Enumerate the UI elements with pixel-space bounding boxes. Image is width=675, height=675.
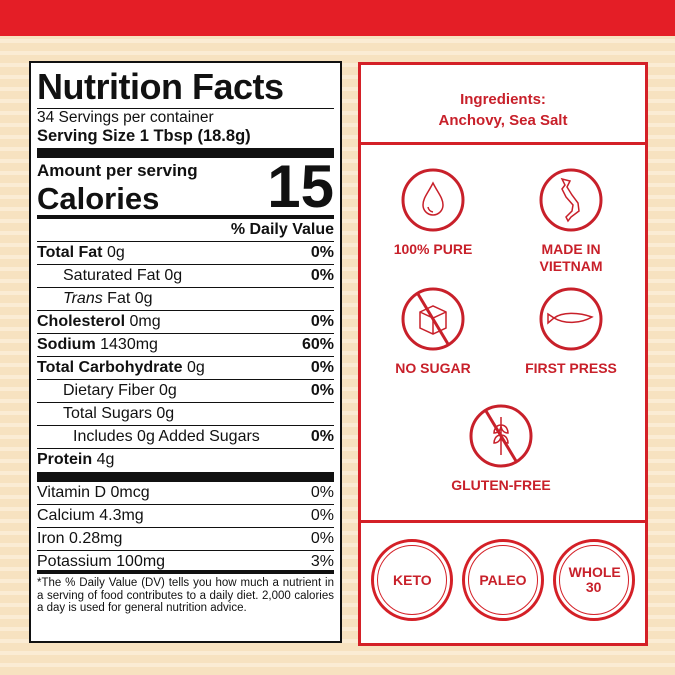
vietnam-map-icon <box>539 168 603 232</box>
serving-size: Serving Size 1 Tbsp (18.8g) <box>37 127 251 145</box>
nutrient-row: Cholesterol 0mg 0% <box>37 311 334 334</box>
calories-value: 15 <box>267 153 334 220</box>
diet-badges: KETO PALEO WHOLE 30 <box>361 523 645 621</box>
ingredients-value: Anchovy, Sea Salt <box>438 112 568 129</box>
product-claims-panel: Ingredients: Anchovy, Sea Salt 100% PURE… <box>358 62 648 646</box>
diet-badge-keto: KETO <box>371 539 454 621</box>
nutrient-row: Sodium 1430mg 60% <box>37 334 334 357</box>
amount-per-serving: Amount per serving <box>37 161 198 180</box>
vitamin-row: Vitamin D 0mcg 0% <box>37 482 334 505</box>
calories-block: Amount per serving Calories 15 <box>37 155 334 219</box>
ingredients: Ingredients: Anchovy, Sea Salt <box>361 65 645 145</box>
nutrient-row: Dietary Fiber 0g 0% <box>37 380 334 403</box>
badge-pure: 100% PURE <box>378 167 488 258</box>
no-wheat-icon <box>469 404 533 468</box>
badge-no-sugar: NO SUGAR <box>378 286 488 377</box>
nutrient-row: Includes 0g Added Sugars 0% <box>37 426 334 449</box>
nutrient-row: Protein 4g <box>37 451 115 468</box>
dv-header-text: % Daily Value <box>230 221 334 238</box>
nutrient-row: Total Fat 0g 0% <box>37 242 334 265</box>
diet-badge-paleo: PALEO <box>461 539 544 621</box>
water-drop-icon <box>401 168 465 232</box>
badges-section: 100% PURE MADE IN VIETNAM NO SUGAR FIRST… <box>361 145 645 523</box>
top-banner <box>0 0 675 36</box>
footnote: *The % Daily Value (DV) tells you how mu… <box>37 577 334 614</box>
nutrient-row: Saturated Fat 0g 0% <box>37 265 334 288</box>
nutrient-row: Total Sugars 0g <box>37 403 334 426</box>
vitamin-row: Iron 0.28mg 0% <box>37 528 334 551</box>
ingredients-label: Ingredients: <box>460 91 546 108</box>
nutrition-title: Nutrition Facts <box>37 66 284 107</box>
no-sugar-cube-icon <box>401 287 465 351</box>
calories-label: Calories <box>37 181 160 216</box>
dv-header: % Daily Value <box>37 219 334 242</box>
badge-gluten-free: GLUTEN-FREE <box>446 403 556 494</box>
nutrition-facts-panel: Nutrition Facts 34 Servings per containe… <box>29 61 342 643</box>
vitamin-row: Calcium 4.3mg 0% <box>37 505 334 528</box>
vitamin-row: Potassium 100mg 3% <box>37 551 334 574</box>
servings-per-container: 34 Servings per container <box>37 109 214 126</box>
badge-vietnam: MADE IN VIETNAM <box>516 167 626 275</box>
fish-icon <box>539 287 603 351</box>
diet-badge-whole30: WHOLE 30 <box>552 539 635 621</box>
nutrient-row: Total Carbohydrate 0g 0% <box>37 357 334 380</box>
nutrient-row: Trans Fat 0g <box>37 288 334 311</box>
badge-first-press: FIRST PRESS <box>516 286 626 377</box>
